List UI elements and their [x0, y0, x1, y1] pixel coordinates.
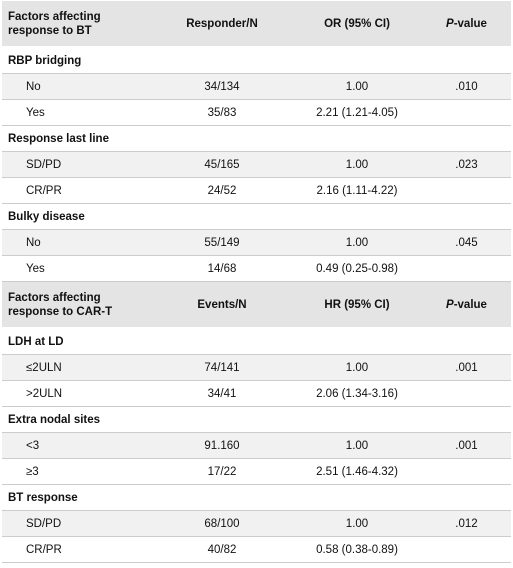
data-row: No 55/149 1.00.045 — [2, 229, 511, 256]
cell: Yes — [2, 255, 152, 282]
data-row: No 34/134 1.00.010 — [2, 73, 511, 100]
cell: >2ULN — [2, 380, 152, 407]
cell: P-value — [422, 281, 511, 329]
cell: 14/68 — [152, 255, 292, 282]
cell: 17/22 — [152, 458, 292, 485]
cell: SD/PD — [2, 510, 152, 537]
data-row: ≥3 17/22 2.51 (1.46-4.32) — [2, 458, 511, 485]
data-row: Yes 14/68 0.49 (0.25-0.98) — [2, 255, 511, 282]
cell: Factors affecting response to BT — [2, 1, 152, 48]
cell: Bulky disease — [2, 203, 511, 230]
cell: HR (95% CI) — [292, 281, 422, 329]
group-row: Response last line — [2, 125, 511, 152]
cell: CR/PR — [2, 177, 152, 204]
cell: 55/149 — [152, 229, 292, 256]
cell: .012 — [422, 510, 511, 537]
cell: No — [2, 229, 152, 256]
header-row: Factors affecting response to CAR-T Event… — [2, 281, 511, 329]
cell: 68/100 — [152, 510, 292, 537]
cell — [422, 255, 511, 282]
cell: Factors affecting response to CAR-T — [2, 281, 152, 329]
cell: 2.06 (1.34-3.16) — [292, 380, 422, 407]
cell: 24/52 — [152, 177, 292, 204]
cell — [422, 536, 511, 563]
cell — [422, 380, 511, 407]
cell: .001 — [422, 432, 511, 459]
cell: .023 — [422, 151, 511, 178]
cell: 34/41 — [152, 380, 292, 407]
cell: BT response — [2, 484, 511, 511]
cell: SD/PD — [2, 151, 152, 178]
cell — [422, 177, 511, 204]
cell: RBP bridging — [2, 47, 511, 74]
group-row: BT response — [2, 484, 511, 511]
cell: .045 — [422, 229, 511, 256]
data-row: >2ULN 34/41 2.06 (1.34-3.16) — [2, 380, 511, 407]
cell: 2.21 (1.21-4.05) — [292, 99, 422, 126]
cell: 34/134 — [152, 73, 292, 100]
data-row: CR/PR 24/52 2.16 (1.11-4.22) — [2, 177, 511, 204]
cell: 35/83 — [152, 99, 292, 126]
cell: LDH at LD — [2, 328, 511, 355]
header-row: Factors affecting response to BT Responde… — [2, 1, 511, 48]
cell: 2.16 (1.11-4.22) — [292, 177, 422, 204]
group-row: Bulky disease — [2, 203, 511, 230]
cell: <3 — [2, 432, 152, 459]
cell: 1.00 — [292, 432, 422, 459]
cell: Events/N — [152, 281, 292, 329]
cell: 0.58 (0.38-0.89) — [292, 536, 422, 563]
group-row: RBP bridging — [2, 47, 511, 74]
cell: ≥3 — [2, 458, 152, 485]
data-row: SD/PD 45/165 1.00.023 — [2, 151, 511, 178]
cell: 1.00 — [292, 510, 422, 537]
cell: .001 — [422, 354, 511, 381]
cell: 1.00 — [292, 229, 422, 256]
cell: 1.00 — [292, 73, 422, 100]
group-row: LDH at LD — [2, 328, 511, 355]
cell: P-value — [422, 1, 511, 48]
cell: 91.160 — [152, 432, 292, 459]
cell: 0.49 (0.25-0.98) — [292, 255, 422, 282]
cell: Extra nodal sites — [2, 406, 511, 433]
cell: 1.00 — [292, 151, 422, 178]
cell: 40/82 — [152, 536, 292, 563]
data-row: Yes 35/83 2.21 (1.21-4.05) — [2, 99, 511, 126]
cell: Responder/N — [152, 1, 292, 48]
cell: No — [2, 73, 152, 100]
data-row: SD/PD 68/100 1.00.012 — [2, 510, 511, 537]
cell: 1.00 — [292, 354, 422, 381]
data-row: CR/PR 40/82 0.58 (0.38-0.89) — [2, 536, 511, 563]
group-row: Extra nodal sites — [2, 406, 511, 433]
cell: 2.51 (1.46-4.32) — [292, 458, 422, 485]
cell: 45/165 — [152, 151, 292, 178]
cell — [422, 99, 511, 126]
cell: ≤2ULN — [2, 354, 152, 381]
cell: 74/141 — [152, 354, 292, 381]
cell: Yes — [2, 99, 152, 126]
cell: OR (95% CI) — [292, 1, 422, 48]
cell — [422, 458, 511, 485]
cell: Response last line — [2, 125, 511, 152]
cell: .010 — [422, 73, 511, 100]
data-row: ≤2ULN 74/141 1.00.001 — [2, 354, 511, 381]
data-row: <3 91.160 1.00.001 — [2, 432, 511, 459]
cell: CR/PR — [2, 536, 152, 563]
